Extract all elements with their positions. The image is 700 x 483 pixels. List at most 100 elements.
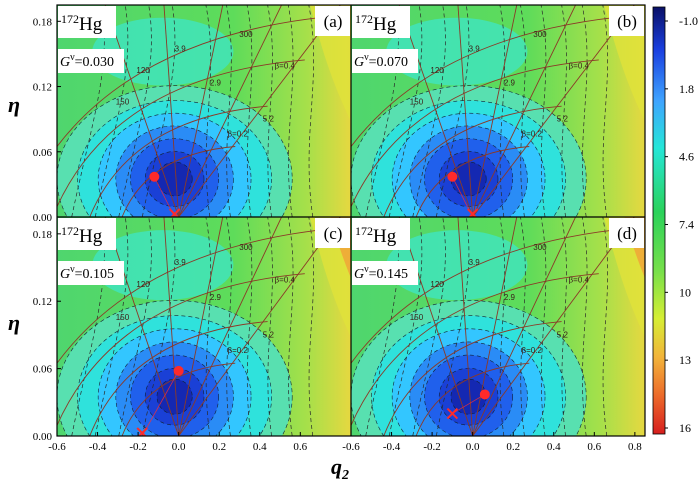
- beta-line: [89, 105, 268, 217]
- y-tick-label: 0.06: [33, 147, 53, 159]
- colorbar-tick-label: 7.4: [679, 218, 694, 232]
- nucleus-label: 172Hg: [355, 12, 397, 35]
- x-axis-label: q2: [331, 454, 349, 483]
- colorbar-gradient: [652, 6, 666, 435]
- nucleus-label: 172Hg: [61, 224, 103, 247]
- contour-label: 3.9: [175, 45, 187, 54]
- x-tick-label: 0.2: [212, 441, 226, 453]
- gamma-line: [398, 5, 474, 217]
- colorbar-tick-label: 16: [679, 421, 691, 435]
- g-symbol: G: [354, 267, 364, 282]
- dashed-contour: [412, 217, 446, 436]
- g-superscript: ν: [364, 264, 369, 275]
- dashed-contour: [205, 5, 212, 217]
- contour-label: 300: [239, 30, 253, 39]
- contour-label: 150: [116, 313, 130, 322]
- energy-contour-7: [156, 378, 193, 415]
- contour-label: 2.9: [210, 293, 222, 302]
- x-tick-label: 0.6: [587, 441, 601, 453]
- axes-layer: -0.6 -0.4 -0.2 0.0 0.2 0.4 0.6 -0.6 -0.4 -0.2 0.0 0…: [8, 4, 646, 483]
- contour-label: 5.2: [263, 330, 275, 339]
- gamma-line: [472, 217, 576, 436]
- dashed-contour: [94, 5, 129, 217]
- dashed-contour: [246, 5, 253, 217]
- dashed-contour: [226, 5, 232, 217]
- contour-label: β=0.2: [522, 129, 543, 138]
- dashed-contour: [520, 5, 526, 217]
- colorbar-tick-label: 13: [679, 353, 691, 367]
- gamma-line: [178, 5, 341, 217]
- dashed-contour: [141, 5, 176, 217]
- panel-tag: (b): [617, 12, 637, 31]
- contour-label: 3.9: [469, 258, 481, 267]
- g-superscript: ν: [70, 52, 75, 63]
- gamma-line: [163, 217, 180, 436]
- gamma-line: [472, 5, 576, 217]
- pairing-label-box: [352, 261, 418, 285]
- contour-label: 120: [430, 66, 444, 75]
- pairing-strength-label: Gν=0.030: [60, 52, 114, 70]
- x-tick-label: -0.2: [129, 441, 146, 453]
- dashed-contour: [540, 217, 547, 436]
- ground-state-minimum: [149, 171, 160, 182]
- dashed-contour: [412, 5, 446, 217]
- gamma-line: [178, 217, 282, 436]
- gamma-line: [457, 5, 474, 217]
- fission-path: [452, 394, 486, 414]
- pairing-strength-label: Gν=0.070: [354, 52, 408, 70]
- y-tick-label: 0.06: [33, 364, 53, 376]
- x-tick-label: -0.6: [342, 441, 360, 453]
- gamma-line: [163, 5, 180, 217]
- contour-label: 120: [136, 66, 150, 75]
- nucleus-label-box: [58, 218, 116, 250]
- nucleus-label-box: [352, 6, 410, 38]
- pairing-label-box: [352, 49, 418, 73]
- g-symbol: G: [354, 55, 364, 70]
- y-tick-label: 0.18: [33, 16, 53, 28]
- contour-label: 300: [239, 243, 253, 252]
- gamma-line: [472, 217, 635, 436]
- g-value: =0.030: [75, 55, 114, 70]
- contour-label: 150: [116, 98, 130, 107]
- contour-label: 3.9: [175, 258, 187, 267]
- g-superscript: ν: [70, 264, 75, 275]
- contour-label: 5.2: [263, 115, 275, 124]
- y-tick-label: 0.00: [33, 212, 53, 224]
- colorbar-tick-label: 10: [679, 285, 691, 299]
- x-tick-label: 0.0: [172, 441, 186, 453]
- x-tick-label: -0.4: [383, 441, 401, 453]
- contour-label: β=0.2: [228, 346, 249, 355]
- mass-number: 172: [61, 12, 79, 26]
- dashed-contour: [308, 217, 314, 436]
- gamma-line: [178, 217, 341, 436]
- ground-state-minimum: [479, 389, 490, 400]
- y-tick-label: 0.00: [33, 431, 53, 443]
- saddle-point-marker: [168, 208, 181, 217]
- x-tick-label: 0.6: [293, 441, 307, 453]
- dashed-contour: [602, 5, 608, 217]
- x-tick-label: -0.2: [423, 441, 440, 453]
- panel-tag-box: [609, 218, 644, 248]
- contour-label: β=0.2: [522, 346, 543, 355]
- contour-label: 120: [136, 280, 150, 289]
- contour-label: β=0.2: [228, 129, 249, 138]
- dashed-contour: [118, 217, 152, 436]
- dashed-contour: [388, 5, 423, 217]
- colorbar-tick-label: 1.8: [679, 82, 694, 96]
- beta-line: [57, 59, 305, 209]
- x-axis-label-main: q: [331, 454, 342, 479]
- gamma-line: [178, 217, 224, 436]
- y-axis-label: η: [8, 310, 20, 335]
- gamma-line: [457, 217, 474, 436]
- gamma-line: [178, 5, 224, 217]
- beta-line: [351, 273, 599, 427]
- beta-line: [351, 15, 635, 148]
- beta-line: [351, 59, 599, 209]
- dashed-contour: [581, 5, 588, 217]
- beta-line: [57, 227, 341, 365]
- dashed-contour: [435, 217, 470, 436]
- contour-panels: 2.93.95.2120150β=0.4β=0.2300172HgGν=0.03…: [57, 5, 645, 436]
- dashed-contour: [520, 217, 526, 436]
- ground-state-minimum: [173, 365, 184, 376]
- g-symbol: G: [60, 267, 70, 282]
